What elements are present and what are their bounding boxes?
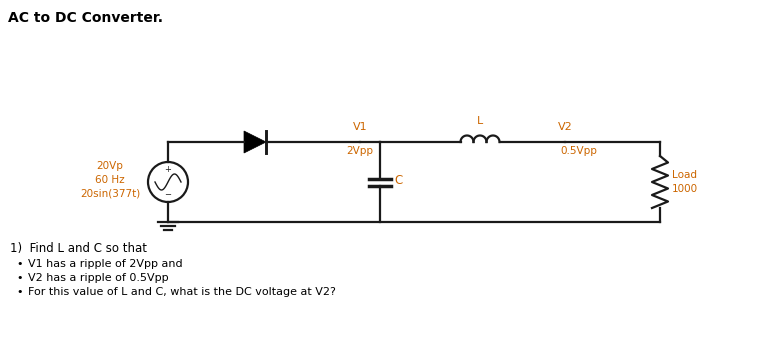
Text: C: C xyxy=(394,174,402,187)
Text: AC to DC Converter.: AC to DC Converter. xyxy=(8,11,163,25)
Text: For this value of L and C, what is the DC voltage at V2?: For this value of L and C, what is the D… xyxy=(28,287,336,297)
Text: V2 has a ripple of 0.5Vpp: V2 has a ripple of 0.5Vpp xyxy=(28,273,169,283)
Text: 20Vp
60 Hz
20sin(377t): 20Vp 60 Hz 20sin(377t) xyxy=(80,161,140,199)
Text: •: • xyxy=(17,273,23,283)
Text: L: L xyxy=(477,117,483,126)
Text: 0.5Vpp: 0.5Vpp xyxy=(560,146,598,156)
Text: •: • xyxy=(17,259,23,269)
Text: V1 has a ripple of 2Vpp and: V1 has a ripple of 2Vpp and xyxy=(28,259,182,269)
Text: 1)  Find L and C so that: 1) Find L and C so that xyxy=(10,242,147,255)
Text: 2Vpp: 2Vpp xyxy=(346,146,373,156)
Text: V2: V2 xyxy=(557,122,572,132)
Polygon shape xyxy=(244,131,266,153)
Text: −: − xyxy=(165,190,172,199)
Text: +: + xyxy=(165,165,172,174)
Text: V1: V1 xyxy=(352,122,367,132)
Text: •: • xyxy=(17,287,23,297)
Text: Load
1000: Load 1000 xyxy=(672,170,698,194)
